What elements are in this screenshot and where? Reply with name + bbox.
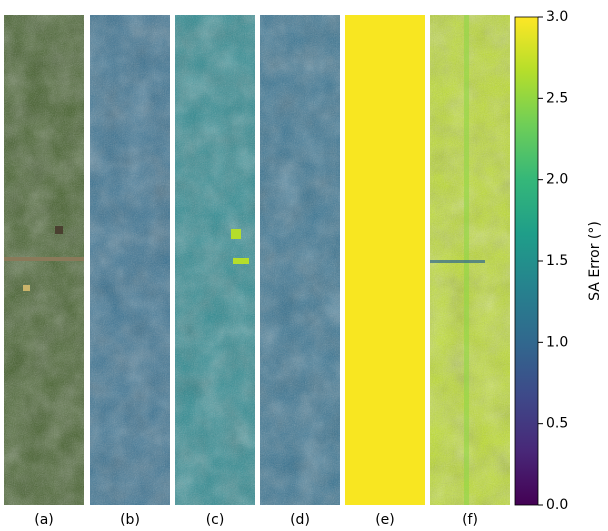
panel-label: (c) bbox=[206, 512, 225, 528]
panel-f bbox=[430, 15, 510, 505]
panel-label: (a) bbox=[34, 512, 54, 528]
tick-label: 3.0 bbox=[546, 9, 568, 25]
panel-c bbox=[175, 15, 255, 505]
panel-label: (b) bbox=[120, 512, 140, 528]
panel-a bbox=[4, 15, 84, 505]
panel-e bbox=[345, 15, 425, 505]
panel-label: (d) bbox=[290, 512, 310, 528]
colorbar bbox=[514, 16, 539, 506]
tick-label: 0.5 bbox=[546, 416, 568, 432]
panel-label: (e) bbox=[375, 512, 395, 528]
tick-label: 2.5 bbox=[546, 90, 568, 106]
panel-d bbox=[260, 15, 340, 505]
tick-label: 1.5 bbox=[546, 253, 568, 269]
tick-label: 1.0 bbox=[546, 334, 568, 350]
panel-label: (f) bbox=[462, 512, 478, 528]
colorbar-label: SA Error (°) bbox=[587, 221, 603, 301]
panel-b bbox=[90, 15, 170, 505]
tick-label: 0.0 bbox=[546, 497, 568, 513]
tick-label: 2.0 bbox=[546, 172, 568, 188]
